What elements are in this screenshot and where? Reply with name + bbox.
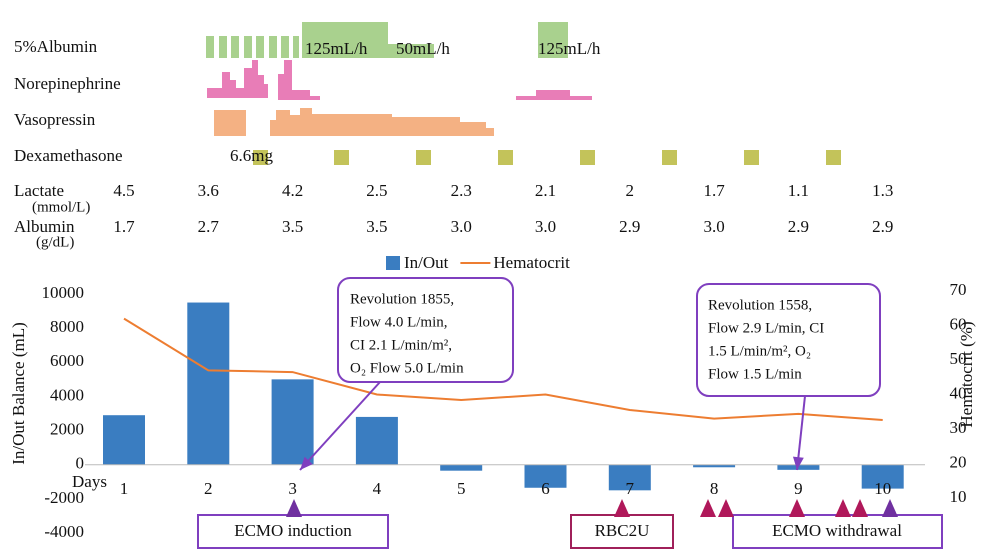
y2-tick-label: 60	[950, 314, 967, 333]
y-tick-label: 10000	[42, 283, 85, 302]
y2-axis-title: Hematocrit (%)	[957, 321, 976, 427]
x-tick-label: 8	[710, 479, 719, 498]
y2-tick-label: 50	[950, 349, 967, 368]
event-markers	[286, 499, 898, 517]
lab-value: 2.5	[366, 181, 387, 200]
bar	[103, 415, 145, 465]
event-box	[197, 514, 389, 549]
y2-tick-label: 70	[950, 280, 967, 299]
bar	[271, 379, 314, 465]
bar	[693, 464, 736, 468]
callout-text: Revolution 1855,	[350, 291, 454, 307]
lab-label: Lactate	[14, 181, 64, 200]
lab-value: 1.3	[872, 181, 893, 200]
row-label: Norepinephrine	[14, 74, 121, 93]
event-label: ECMO induction	[234, 521, 352, 540]
lab-value: 2.9	[788, 217, 809, 236]
y-tick-label: 8000	[50, 317, 84, 336]
lab-value: 1.1	[788, 181, 809, 200]
row-label: 5%Albumin	[14, 37, 98, 56]
line	[123, 317, 883, 422]
lab-value: 3.0	[703, 217, 724, 236]
lab-value: 3.5	[366, 217, 387, 236]
bar	[608, 464, 651, 491]
event-box	[732, 514, 943, 549]
y2-tick-label: 20	[950, 452, 967, 471]
y-tick-label: -2000	[44, 488, 84, 507]
x-tick-label: 10	[874, 479, 891, 498]
x-tick-label: 6	[541, 479, 550, 498]
row-label: Vasopressin	[14, 110, 96, 129]
lab-label: Albumin	[14, 217, 75, 236]
y2-tick-label: 30	[950, 418, 967, 437]
lab-value: 2	[626, 181, 635, 200]
callout-text: Flow 1.5 L/min	[708, 366, 802, 382]
callout-arrowhead	[300, 456, 313, 470]
callout-text: Revolution 1558,	[708, 297, 812, 313]
event-box	[570, 514, 674, 549]
y-tick-label: 4000	[50, 385, 84, 404]
x-tick-label: 3	[288, 479, 297, 498]
bar	[861, 464, 904, 489]
y2-tick-label: 10	[950, 487, 967, 506]
lab-value: 1.7	[113, 217, 135, 236]
lab-value: 2.7	[198, 217, 220, 236]
lab-value: 2.9	[619, 217, 640, 236]
legend-label: In/Out	[404, 253, 449, 272]
row-label: Dexamethasone	[14, 146, 123, 165]
dose-note: 6.6mg	[230, 146, 273, 165]
event-label: RBC2U	[595, 521, 650, 540]
y-tick-label: 6000	[50, 351, 84, 370]
bar	[355, 416, 398, 465]
event-label: ECMO withdrawal	[772, 521, 902, 540]
callout-text: Flow 2.9 L/min, CI	[708, 320, 824, 336]
callout-text: CI 2.1 L/min/m²,	[350, 337, 452, 353]
legend-label: Hematocrit	[493, 253, 570, 272]
x-tick-label: 5	[457, 479, 466, 498]
callout-text: 1.5 L/min/m², O₂	[708, 343, 811, 359]
lab-value: 3.6	[198, 181, 219, 200]
x-tick-label: 7	[626, 479, 635, 498]
lab-unit: (mmol/L)	[32, 199, 90, 215]
lab-value: 3.0	[451, 217, 472, 236]
callout-text: Flow 4.0 L/min,	[350, 314, 448, 330]
x-axis-title: Days	[72, 472, 107, 491]
lab-value: 2.9	[872, 217, 893, 236]
y2-tick-label: 40	[950, 383, 967, 402]
lab-unit: (g/dL)	[36, 234, 74, 250]
bar	[440, 464, 483, 471]
rate-note: 125mL/h	[538, 39, 601, 58]
dexamethasone-doses	[253, 150, 841, 165]
lab-value: 1.7	[703, 181, 725, 200]
callout-arrow	[299, 381, 381, 471]
rate-note: 125mL/h	[305, 39, 368, 58]
callout-text: O₂ Flow 5.0 L/min	[350, 360, 464, 376]
y-tick-label: 2000	[50, 419, 84, 438]
lab-value: 2.3	[451, 181, 472, 200]
bar	[187, 302, 230, 465]
y-tick-label: -4000	[44, 522, 84, 541]
norepinephrine-bars	[207, 60, 592, 100]
rate-note: 50mL/h	[396, 39, 450, 58]
lab-value: 3.5	[282, 217, 303, 236]
callout-box	[696, 283, 881, 397]
callout-arrowhead	[792, 456, 804, 470]
lab-value: 2.1	[535, 181, 556, 200]
x-tick-label: 9	[794, 479, 803, 498]
lab-value: 3.0	[535, 217, 556, 236]
y-axis-title: In/Out Balance (mL)	[9, 322, 28, 465]
x-tick-label: 2	[204, 479, 213, 498]
lab-value: 4.2	[282, 181, 303, 200]
x-tick-label: 4	[373, 479, 382, 498]
x-tick-label: 1	[120, 479, 129, 498]
albumin-bars	[206, 22, 568, 58]
y-tick-label: 0	[76, 454, 85, 473]
bar	[524, 464, 567, 488]
vasopressin-bars	[214, 108, 494, 136]
legend-swatch	[386, 256, 400, 270]
lab-value: 4.5	[113, 181, 134, 200]
callout-box	[337, 277, 514, 383]
